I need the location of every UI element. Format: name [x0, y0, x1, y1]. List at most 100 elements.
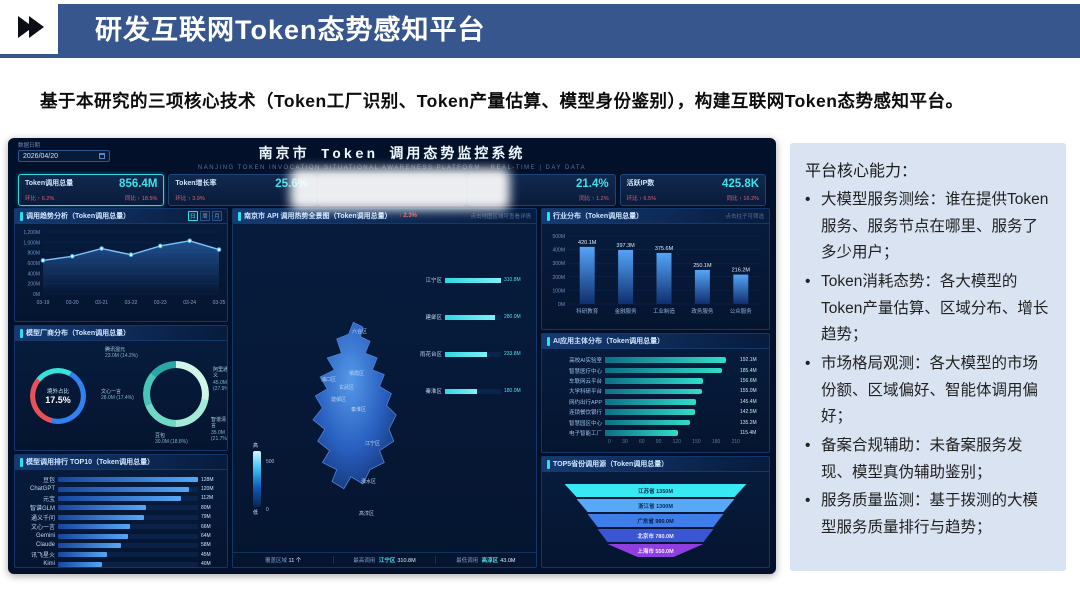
- ai-app-name: 网约出行APP: [568, 399, 602, 406]
- district-bar-row: 建邺区 280.0M: [414, 313, 530, 321]
- slide-header-bar: [0, 4, 1080, 58]
- top10-row: 元宝 112M: [19, 494, 219, 503]
- industry-bar[interactable]: [656, 252, 672, 304]
- kpi-label: 活跃IP数: [626, 180, 655, 187]
- industry-bar[interactable]: [733, 274, 749, 304]
- top10-model-name: 智谱GLM: [29, 506, 55, 513]
- ai-app-name: 大学科研平台: [568, 389, 602, 396]
- capability-item: • 备案合规辅助：未备案服务发现、模型真伪辅助鉴别；: [805, 433, 1051, 486]
- ai-app-bar-value: 142.5M: [740, 409, 757, 416]
- map-area: 六合区 浦口区 栖霞区 玄武区 建邺区 秦淮区 江宁区 溧水区 高淳区 高 500 0 低 江宁…: [233, 224, 536, 567]
- bullet-dot: •: [805, 272, 811, 290]
- overseas-donut-ring: [30, 367, 86, 424]
- top10-row: Kimi 40M: [19, 560, 219, 567]
- kpi-sub-yoy: 同比 ↑ 16.2%: [726, 196, 760, 202]
- district-bar-value: 280.0M: [504, 314, 521, 320]
- funnel-layer: 浙江省 1300M: [576, 499, 735, 512]
- panel-trend: 调用趋势分析（Token调用总量） 日周月 1,200M 1,000M 800M 60…: [14, 208, 228, 322]
- x-tick-label: 03-24: [183, 300, 196, 306]
- top10-bar: [58, 542, 122, 548]
- map-stat-value: 310.8M: [397, 558, 416, 564]
- trend-period-button[interactable]: 日: [188, 211, 198, 221]
- top10-bar-track: [58, 514, 198, 520]
- x-tick-label: 30: [622, 439, 628, 446]
- panel-top10-title: 模型调用排行 TOP10（Token调用总量）: [26, 459, 155, 466]
- trend-point: [40, 258, 46, 263]
- bullet-dot: •: [805, 436, 811, 454]
- district-bar-track: [445, 277, 501, 283]
- top10-row: 豆包 128M: [19, 475, 219, 485]
- ai-apps-bar-list: 高校AI实验室 192.1M 智慧医疗中心 185.4M 车联网云平台 156.6M 大学科…: [542, 349, 769, 447]
- map-trend-badge: ↑ 2.3%: [398, 213, 417, 219]
- trend-point: [216, 247, 222, 252]
- map-stats-row: 覆盖区域 11 个 最高调用 江宁区 310.8M 最低调用 高淳区 43.0M: [233, 552, 536, 567]
- ai-app-row: 车联网云平台 156.6M: [544, 376, 763, 386]
- top10-bar-track: [58, 552, 198, 558]
- top10-bar-value: 64M: [201, 533, 211, 540]
- nanjing-map-shape[interactable]: [291, 320, 411, 510]
- district-bar-list: 江宁区 310.8M 建邺区 280.0M 雨花台区 233.8M 秦淮区 180.0M: [414, 276, 530, 395]
- top10-bar-track: [58, 477, 198, 483]
- top10-row: 智谱GLM 80M: [19, 503, 219, 513]
- capabilities-panel: 平台核心能力： • 大模型服务测绘：谁在提供Token服务、服务节点在哪里、服务了…: [790, 143, 1066, 571]
- x-tick-label: 03-19: [37, 300, 50, 306]
- industry-category-label: 公众服务: [730, 307, 753, 315]
- capabilities-list: • 大模型服务测绘：谁在提供Token服务、服务节点在哪里、服务了多少用户； • To…: [805, 187, 1051, 542]
- top10-bar: [58, 561, 102, 567]
- top10-model-name: 文心一言: [30, 525, 55, 532]
- industry-bar-value: 250.1M: [693, 263, 712, 269]
- kpi-value: 21.4%: [576, 178, 609, 190]
- industry-bar[interactable]: [694, 269, 710, 304]
- trend-period-button[interactable]: 月: [212, 211, 222, 221]
- top10-bar-value: 120M: [201, 486, 214, 493]
- ai-app-bar: [605, 367, 722, 374]
- ai-app-row: 高校AI实验室 192.1M: [544, 355, 763, 365]
- industry-category-label: 科研教育: [576, 307, 599, 315]
- top10-bar: [58, 524, 131, 530]
- capability-item: • 大模型服务测绘：谁在提供Token服务、服务节点在哪里、服务了多少用户；: [805, 187, 1051, 267]
- y-tick-label: 0M: [33, 292, 40, 298]
- industry-category-label: 金融服务: [615, 307, 638, 315]
- ai-app-bar-track: [605, 409, 737, 415]
- district-label: 六合区: [352, 329, 368, 335]
- trend-period-button[interactable]: 周: [200, 211, 210, 221]
- industry-bar-value: 420.1M: [578, 240, 597, 246]
- panel-vendors: 模型厂商分布（Token调用总量） 境外占比 17.5% 腾讯混元 23.0M (…: [14, 325, 228, 451]
- top10-bar-value: 66M: [201, 523, 211, 530]
- industry-bar[interactable]: [579, 246, 595, 304]
- top10-model-name: Claude: [35, 542, 55, 549]
- kpi-value: 425.8K: [721, 178, 760, 190]
- top10-row: Claude 58M: [19, 541, 219, 550]
- date-picker: 数据日期 2026/04/20: [18, 141, 110, 162]
- district-label: 玄武区: [339, 385, 355, 391]
- x-tick-label: 150: [692, 439, 701, 446]
- district-bar-name: 江宁区: [425, 278, 442, 284]
- capability-item: • 市场格局观测：各大模型的市场份额、区域偏好、智能体调用偏好；: [805, 351, 1051, 431]
- district-bar-row: 江宁区 310.8M: [414, 276, 530, 284]
- dashboard-grid: 调用趋势分析（Token调用总量） 日周月 1,200M 1,000M 800M 60…: [14, 208, 770, 568]
- overseas-donut-value: 17.5%: [45, 394, 71, 405]
- bullet-dot: •: [805, 191, 811, 208]
- funnel-layer: 上海市 550.0M: [607, 544, 704, 557]
- district-bar-name: 雨花台区: [419, 352, 442, 358]
- top10-bar: [58, 514, 145, 520]
- ai-app-bar: [605, 409, 695, 415]
- y-tick-label: 1,200M: [23, 230, 40, 236]
- ai-app-name: 连锁餐饮银行: [568, 410, 602, 417]
- ai-app-name: 车联网云平台: [568, 378, 602, 385]
- panel-industry-title: 行业分布（Token调用总量）: [553, 213, 644, 220]
- capability-text: Token消耗态势：各大模型的Token产量估算、区域分布、增长趋势；: [821, 272, 1049, 344]
- ai-app-row: 连锁餐饮银行 142.5M: [544, 407, 763, 417]
- vendor-name: 阿里通义: [213, 367, 228, 380]
- kpi-subs: 环比 ↑ 3.9%: [175, 194, 307, 202]
- district-label: 浦口区: [321, 377, 337, 383]
- x-tick-label: 180: [711, 439, 721, 446]
- vendor-name: 腾讯混元: [105, 347, 126, 353]
- top10-bar: [58, 486, 190, 492]
- panel-top10: 模型调用排行 TOP10（Token调用总量） 豆包 128M ChatGPT 120…: [14, 454, 228, 568]
- industry-bar[interactable]: [618, 249, 634, 304]
- date-input[interactable]: 2026/04/20: [18, 150, 110, 162]
- ai-app-bar-track: [605, 399, 737, 405]
- trend-point: [99, 246, 104, 251]
